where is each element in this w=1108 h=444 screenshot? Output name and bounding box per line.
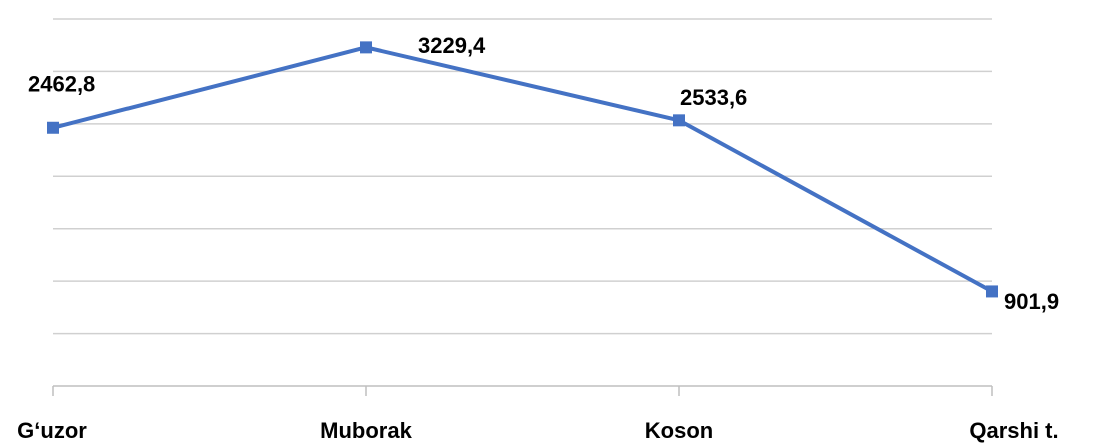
marker xyxy=(673,114,685,127)
x-tick-label: Qarshi t. xyxy=(969,418,1058,443)
marker xyxy=(986,285,998,298)
data-label: 2462,8 xyxy=(28,72,95,97)
line xyxy=(52,45,993,294)
x-tick-label: Muborak xyxy=(320,418,412,443)
x-tick-label: G‘uzor xyxy=(17,418,87,443)
marker xyxy=(360,41,372,54)
x-tick-label: Koson xyxy=(645,418,713,443)
data-label: 3229,4 xyxy=(418,33,486,58)
marker xyxy=(47,121,59,134)
data-label: 2533,6 xyxy=(680,85,747,110)
data-label: 901,9 xyxy=(1004,289,1059,314)
